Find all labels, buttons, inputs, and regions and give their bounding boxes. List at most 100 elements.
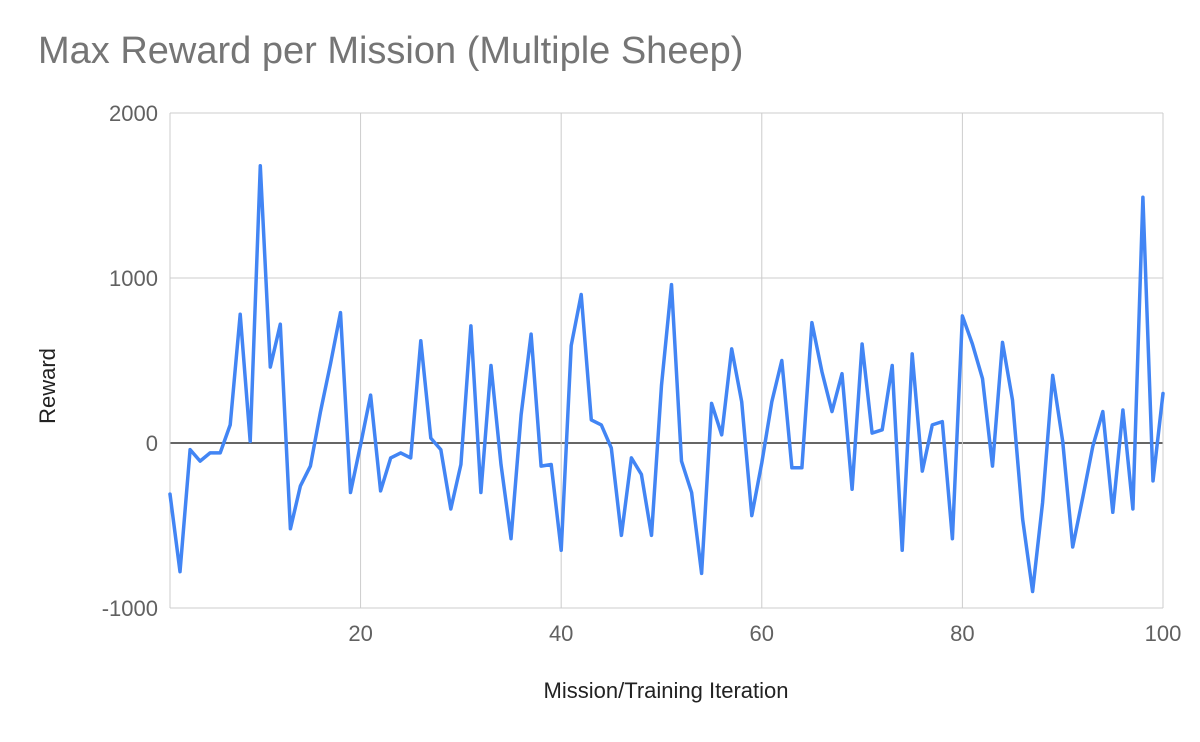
y-tick-label: 0 — [146, 431, 158, 456]
data-point — [550, 463, 553, 466]
data-point — [329, 362, 332, 365]
data-point — [820, 370, 824, 374]
data-point — [891, 364, 894, 367]
data-point — [198, 459, 202, 463]
data-point — [1071, 545, 1074, 549]
data-point — [1161, 392, 1165, 395]
x-tick-label: 100 — [1145, 621, 1182, 646]
data-point — [901, 549, 904, 552]
data-point — [610, 446, 613, 450]
data-point — [499, 463, 503, 466]
data-point — [770, 400, 773, 403]
tick-labels: -1000 0 1000 2000 20 40 60 80 100 — [102, 101, 1182, 646]
data-point — [690, 491, 693, 494]
data-point — [219, 451, 222, 455]
data-point — [1141, 196, 1145, 199]
data-point — [720, 433, 723, 436]
data-point — [1111, 511, 1115, 514]
x-axis-label: Mission/Training Iteration — [543, 678, 789, 703]
data-point — [269, 365, 272, 369]
data-point — [850, 488, 854, 491]
data-point — [339, 311, 342, 314]
data-point — [1081, 496, 1085, 499]
data-point — [981, 377, 984, 380]
y-tick-label: 1000 — [109, 266, 158, 291]
data-point — [188, 448, 192, 451]
data-point — [870, 431, 874, 435]
data-point — [229, 423, 232, 427]
data-point — [911, 352, 914, 356]
data-point — [289, 527, 292, 530]
data-point — [389, 456, 392, 460]
data-point — [1041, 501, 1044, 504]
data-point — [830, 410, 834, 413]
data-point — [680, 459, 683, 463]
data-point — [489, 364, 493, 367]
data-point — [259, 164, 262, 167]
data-point — [449, 507, 452, 511]
data-point — [630, 456, 633, 460]
data-point — [991, 464, 994, 468]
data-point — [660, 384, 663, 387]
data-point — [600, 423, 603, 427]
data-point — [409, 456, 412, 460]
data-point — [299, 484, 302, 488]
chart-title: Max Reward per Mission (Multiple Sheep) — [38, 30, 744, 72]
data-point — [800, 466, 804, 469]
data-point — [239, 313, 242, 316]
data-point — [1031, 590, 1034, 593]
data-point — [208, 451, 212, 455]
data-point — [309, 464, 312, 468]
data-point — [509, 537, 513, 540]
data-point — [529, 332, 533, 336]
data-point — [479, 491, 483, 494]
data-point — [359, 443, 362, 446]
data-point — [670, 283, 673, 286]
x-tick-label: 20 — [348, 621, 372, 646]
data-point — [860, 342, 864, 346]
data-point — [790, 466, 794, 469]
data-point — [459, 463, 463, 466]
data-point — [921, 469, 924, 473]
data-point — [279, 323, 282, 326]
data-point — [178, 570, 182, 573]
data-point — [560, 549, 563, 552]
x-tick-label: 40 — [549, 621, 573, 646]
data-point — [931, 423, 934, 427]
data-point — [881, 428, 884, 431]
data-point — [780, 359, 783, 362]
data-point — [1121, 408, 1125, 412]
data-point — [1091, 445, 1095, 448]
data-point — [1101, 410, 1105, 413]
data-point — [650, 534, 653, 537]
data-point — [941, 420, 944, 423]
data-point — [1011, 398, 1014, 402]
data-point — [349, 491, 352, 494]
data-point — [840, 372, 844, 375]
data-point — [740, 400, 743, 403]
data-point — [1131, 507, 1135, 511]
data-point — [319, 410, 322, 413]
data-point — [951, 537, 954, 540]
data-point — [700, 572, 703, 575]
data-point — [1021, 517, 1024, 521]
data-point — [750, 514, 753, 517]
data-point — [1151, 479, 1155, 483]
grid-lines — [169, 112, 1164, 609]
data-point — [971, 342, 974, 346]
data-point — [1001, 341, 1004, 344]
data-point — [369, 393, 372, 397]
data-point — [640, 473, 643, 476]
data-point — [620, 534, 623, 537]
data-point — [399, 451, 402, 455]
data-point — [249, 440, 252, 443]
data-point — [469, 324, 473, 328]
x-tick-label: 80 — [950, 621, 974, 646]
data-point — [730, 347, 733, 351]
data-point — [580, 293, 583, 296]
data-point — [539, 464, 543, 468]
y-axis-label: Reward — [35, 348, 60, 424]
y-tick-label: -1000 — [102, 596, 158, 621]
data-point — [379, 489, 382, 493]
